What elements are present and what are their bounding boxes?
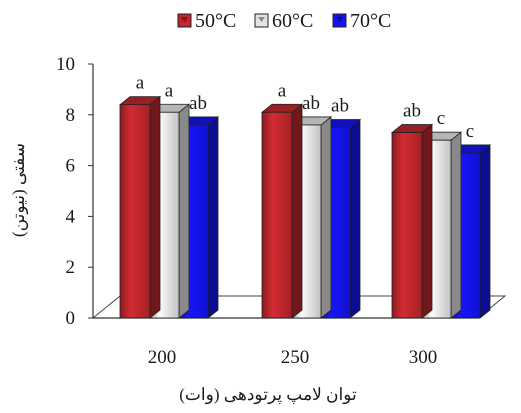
bar-side — [479, 144, 491, 319]
legend-swatch-marker — [258, 17, 265, 22]
x-tick-label: 200 — [148, 347, 177, 368]
bar-side — [349, 118, 361, 319]
bar — [118, 95, 162, 319]
bar-significance-label: c — [437, 108, 445, 129]
x-tick-label: 250 — [281, 347, 310, 368]
bar-front — [119, 104, 151, 319]
legend-item: 50°C — [177, 10, 236, 32]
y-tick-label: 0 — [66, 308, 76, 329]
bar-side — [450, 131, 462, 319]
bar-significance-label: a — [278, 80, 287, 101]
y-tick-label: 2 — [66, 257, 76, 278]
legend-swatch-marker — [336, 17, 343, 22]
x-axis-title: توان لامپ پرتودهی (وات) — [179, 385, 357, 405]
bar — [260, 103, 304, 319]
legend-label: 50°C — [195, 10, 236, 32]
bar-significance-label: a — [136, 73, 145, 94]
bar-significance-label: ab — [331, 96, 349, 117]
bar — [390, 123, 434, 319]
chart-legend: 50°C 60°C 70°C — [177, 10, 391, 32]
bar-significance-label: a — [165, 80, 174, 101]
bar-side — [421, 123, 433, 319]
bar-side — [320, 116, 332, 319]
legend-item: 60°C — [254, 10, 313, 32]
y-tick-label: 10 — [56, 54, 75, 75]
legend-item: 70°C — [332, 10, 391, 32]
legend-label: 70°C — [350, 10, 391, 32]
bar-significance-label: ab — [403, 101, 421, 122]
bar-significance-label: ab — [302, 93, 320, 114]
bar-front — [261, 111, 293, 319]
chart-bars — [118, 95, 492, 319]
bar-significance-label: ab — [189, 93, 207, 114]
y-tick-label: 6 — [66, 156, 76, 177]
y-tick-label: 8 — [66, 105, 76, 126]
bar-side — [291, 103, 303, 319]
bar-side — [149, 95, 161, 319]
bar-side — [207, 116, 219, 319]
y-axis-title: سفتی (نیوتن) — [9, 143, 29, 237]
x-tick-label: 300 — [409, 347, 438, 368]
bar-significance-label: c — [466, 121, 474, 142]
legend-label: 60°C — [272, 10, 313, 32]
bar-side — [178, 103, 190, 319]
bar-front — [391, 132, 423, 319]
legend-swatch-marker — [181, 17, 188, 22]
y-tick-label: 4 — [66, 206, 76, 227]
